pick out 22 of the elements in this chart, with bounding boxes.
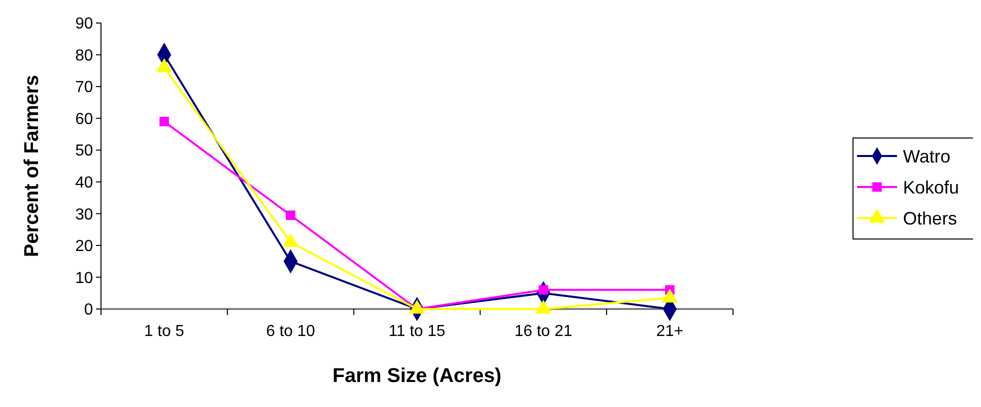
y-tick-label: 10: [75, 270, 94, 287]
y-tick-label: 90: [75, 16, 94, 33]
y-tick-label: 60: [75, 110, 94, 128]
legend-label: Others: [903, 208, 958, 228]
y-tick-label: 70: [75, 79, 94, 96]
x-tick-label: 16 to 21: [514, 323, 572, 340]
x-axis-title: Farm Size (Acres): [332, 365, 502, 387]
point: [286, 210, 296, 220]
x-tick-label: 1 to 5: [144, 323, 184, 340]
legend-label: Kokofu: [903, 177, 960, 198]
y-tick-label: 20: [75, 238, 94, 256]
point: [159, 116, 169, 126]
y-tick-label: 30: [75, 206, 94, 224]
x-tick-label: 11 to 15: [388, 323, 446, 340]
x-tick-label: 21+: [656, 323, 684, 340]
y-tick-label: 0: [84, 302, 94, 319]
x-tick-label: 6 to 10: [266, 323, 316, 340]
y-tick-label: 80: [75, 47, 94, 64]
y-axis-title: Percent of Farmers: [21, 74, 43, 258]
legend-label: Watro: [903, 146, 950, 166]
y-tick-label: 40: [75, 174, 94, 192]
y-tick-label: 50: [75, 142, 94, 160]
